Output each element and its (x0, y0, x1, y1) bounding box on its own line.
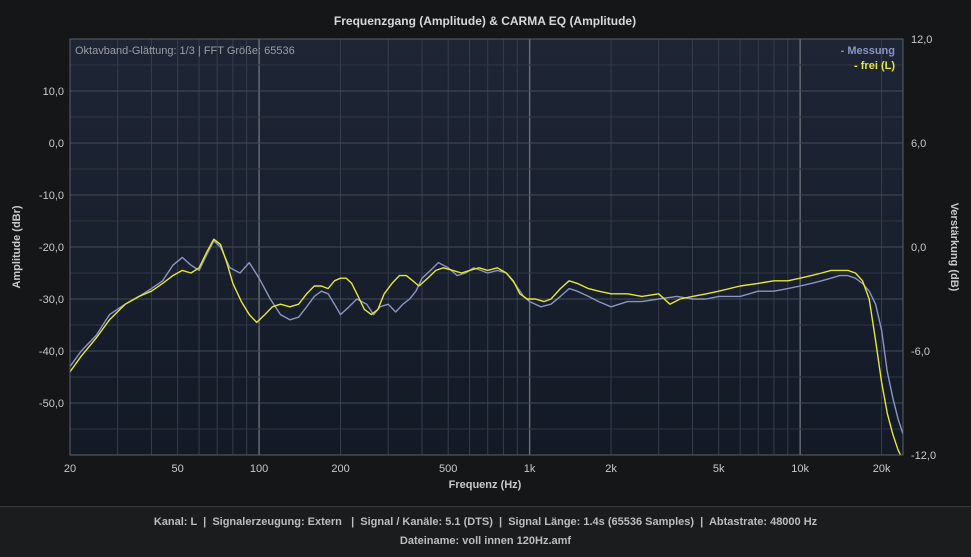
y-left-tick-label: 0,0 (49, 138, 64, 150)
x-tick-label: 200 (331, 463, 349, 475)
x-tick-label: 500 (439, 463, 457, 475)
signal-info: Kanal: L | Signalerzeugung: Extern | Sig… (153, 516, 818, 528)
status-footer: Kanal: L | Signalerzeugung: Extern | Sig… (0, 506, 971, 557)
y-left-tick-label: -20,0 (39, 242, 64, 254)
x-tick-label: 100 (250, 463, 268, 475)
x-tick-label: 1k (524, 463, 536, 475)
frequency-response-chart: Frequenzgang (Amplitude) & CARMA EQ (Amp… (11, 14, 960, 491)
y-right-tick-label: 0,0 (911, 242, 926, 254)
x-tick-label: 50 (172, 463, 184, 475)
x-tick-label: 5k (713, 463, 725, 475)
x-tick-label: 20k (873, 463, 891, 475)
plot-border (69, 38, 904, 456)
y-axis-left-label: Amplitude (dBr) (11, 205, 23, 288)
y-right-tick-label: -12,0 (911, 450, 936, 462)
x-tick-label: 20 (64, 463, 76, 475)
y-right-tick-label: -6,0 (911, 346, 930, 358)
legend-entry-messung: - Messung (841, 45, 895, 57)
y-left-tick-label: -10,0 (39, 190, 64, 202)
x-axis-label: Frequenz (Hz) (449, 479, 522, 491)
smoothing-info: Oktavband-Glättung: 1/3 | FFT Größe: 655… (75, 45, 295, 57)
x-tick-label: 2k (605, 463, 617, 475)
x-tick-label: 10k (791, 463, 809, 475)
y-left-tick-label: -50,0 (39, 398, 64, 410)
filename-info: Dateiname: voll innen 120Hz.amf (399, 535, 572, 547)
y-right-tick-label: 12,0 (911, 34, 932, 46)
chart-title: Frequenzgang (Amplitude) & CARMA EQ (Amp… (334, 14, 636, 28)
y-right-tick-label: 6,0 (911, 138, 926, 150)
series-line-frei (70, 238, 902, 455)
y-left-tick-label: -30,0 (39, 294, 64, 306)
y-left-tick-label: -40,0 (39, 346, 64, 358)
legend-entry-frei: - frei (L) (854, 60, 895, 72)
y-left-tick-label: 10,0 (43, 86, 64, 98)
y-axis-right-label: Verstärkung (dB) (948, 203, 960, 292)
